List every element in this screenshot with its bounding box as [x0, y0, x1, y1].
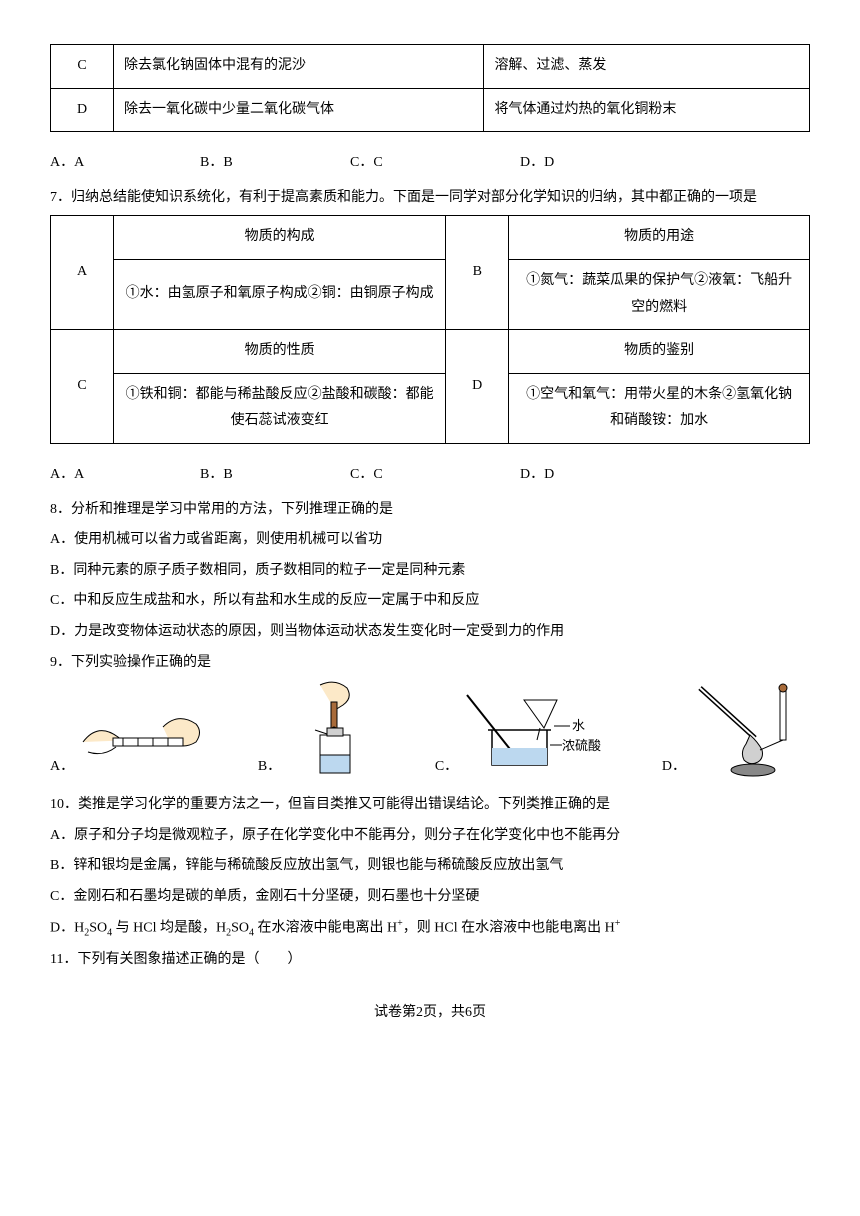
choice-b: B．B — [200, 462, 350, 489]
cell-c-body: ①铁和铜：都能与稀盐酸反应②盐酸和碳酸：都能使石蕊试液变红 — [114, 373, 446, 443]
q8-b: B．同种元素的原子质子数相同，质子数相同的粒子一定是同种元素 — [50, 558, 810, 585]
cell-label: C — [51, 45, 114, 89]
choice-c: C．C — [350, 462, 520, 489]
fig-d-svg — [690, 680, 810, 780]
q10-stem: 10．类推是学习化学的重要方法之一，但盲目类推又可能得出错误结论。下列类推正确的… — [50, 792, 810, 819]
q6-choices: A．A B．B C．C D．D — [50, 150, 810, 177]
table-q6: C 除去氯化钠固体中混有的泥沙 溶解、过滤、蒸发 D 除去一氧化碳中少量二氧化碳… — [50, 44, 810, 132]
fig-c-acid: 浓硫酸 — [562, 738, 601, 753]
t: 在水溶液中能电离出 H — [254, 921, 397, 936]
choice-c: C．C — [350, 150, 520, 177]
q8-a: A．使用机械可以省力或省距离，则使用机械可以省功 — [50, 527, 810, 554]
fig-a-svg — [78, 702, 208, 780]
q10-a: A．原子和分子均是微观粒子，原子在化学变化中不能再分，则分子在化学变化中也不能再… — [50, 823, 810, 850]
t: ，则 HCl 在水溶液中也能电离出 H — [403, 921, 615, 936]
q10-c: C．金刚石和石墨均是碳的单质，金刚石十分坚硬，则石墨也十分坚硬 — [50, 884, 810, 911]
t: SO — [231, 921, 249, 936]
fig-c: C． 水 浓硫酸 — [435, 680, 612, 780]
fig-c-label: C． — [435, 754, 458, 781]
q8-d: D．力是改变物体运动状态的原因，则当物体运动状态发生变化时一定受到力的作用 — [50, 619, 810, 646]
table-row: ①水：由氢原子和氧原子构成②铜：由铜原子构成 ①氮气：蔬菜瓜果的保护气②液氧：飞… — [51, 259, 810, 329]
cell-a-title: 物质的构成 — [114, 216, 446, 260]
fig-d-label: D． — [662, 754, 686, 781]
fig-b-svg — [285, 680, 385, 780]
page-footer: 试卷第2页，共6页 — [50, 1000, 810, 1027]
fig-b-label: B． — [258, 754, 281, 781]
table-row: C 除去氯化钠固体中混有的泥沙 溶解、过滤、蒸发 — [51, 45, 810, 89]
choice-a: A．A — [50, 150, 200, 177]
fig-a-label: A． — [50, 754, 74, 781]
table-q7: A 物质的构成 B 物质的用途 ①水：由氢原子和氧原子构成②铜：由铜原子构成 ①… — [50, 215, 810, 444]
fig-a: A． — [50, 702, 208, 780]
cell-label-c: C — [51, 330, 114, 444]
cell-d-title: 物质的鉴别 — [509, 330, 810, 374]
cell-desc: 除去氯化钠固体中混有的泥沙 — [114, 45, 484, 89]
choice-d: D．D — [520, 462, 670, 489]
q8-stem: 8．分析和推理是学习中常用的方法，下列推理正确的是 — [50, 497, 810, 524]
table-row: D 除去一氧化碳中少量二氧化碳气体 将气体通过灼热的氧化铜粉末 — [51, 88, 810, 132]
table-row: ①铁和铜：都能与稀盐酸反应②盐酸和碳酸：都能使石蕊试液变红 ①空气和氧气：用带火… — [51, 373, 810, 443]
cell-label: D — [51, 88, 114, 132]
cell-b-body: ①氮气：蔬菜瓜果的保护气②液氧：飞船升空的燃料 — [509, 259, 810, 329]
q7-stem: 7．归纳总结能使知识系统化，有利于提高素质和能力。下面是一同学对部分化学知识的归… — [50, 185, 810, 212]
cell-desc: 除去一氧化碳中少量二氧化碳气体 — [114, 88, 484, 132]
cell-a-body: ①水：由氢原子和氧原子构成②铜：由铜原子构成 — [114, 259, 446, 329]
choice-b: B．B — [200, 150, 350, 177]
fig-c-svg: 水 浓硫酸 — [462, 680, 612, 780]
table-row: C 物质的性质 D 物质的鉴别 — [51, 330, 810, 374]
fig-d: D． — [662, 680, 810, 780]
q10-b: B．锌和银均是金属，锌能与稀硫酸反应放出氢气，则银也能与稀硫酸反应放出氢气 — [50, 853, 810, 880]
q11-stem: 11．下列有关图象描述正确的是（ ） — [50, 947, 810, 974]
q9-stem: 9．下列实验操作正确的是 — [50, 650, 810, 677]
fig-b: B． — [258, 680, 385, 780]
cell-d-body: ①空气和氧气：用带火星的木条②氢氧化钠和硝酸铵：加水 — [509, 373, 810, 443]
q10-d-pre: D．H — [50, 921, 84, 936]
choice-d: D．D — [520, 150, 670, 177]
cell-label-b: B — [446, 216, 509, 330]
t: 与 HCl 均是酸，H — [112, 921, 226, 936]
q8-c: C．中和反应生成盐和水，所以有盐和水生成的反应一定属于中和反应 — [50, 588, 810, 615]
cell-b-title: 物质的用途 — [509, 216, 810, 260]
q9-figures: A． B． C． — [50, 680, 810, 780]
t: SO — [89, 921, 107, 936]
choice-a: A．A — [50, 462, 200, 489]
cell-c-title: 物质的性质 — [114, 330, 446, 374]
cell-method: 将气体通过灼热的氧化铜粉末 — [484, 88, 810, 132]
fig-c-water: 水 — [572, 718, 585, 733]
cell-label-a: A — [51, 216, 114, 330]
sup: + — [615, 918, 621, 929]
cell-method: 溶解、过滤、蒸发 — [484, 45, 810, 89]
cell-label-d: D — [446, 330, 509, 444]
q10-d: D．H2SO4 与 HCl 均是酸，H2SO4 在水溶液中能电离出 H+，则 H… — [50, 914, 810, 942]
q7-choices: A．A B．B C．C D．D — [50, 462, 810, 489]
table-row: A 物质的构成 B 物质的用途 — [51, 216, 810, 260]
